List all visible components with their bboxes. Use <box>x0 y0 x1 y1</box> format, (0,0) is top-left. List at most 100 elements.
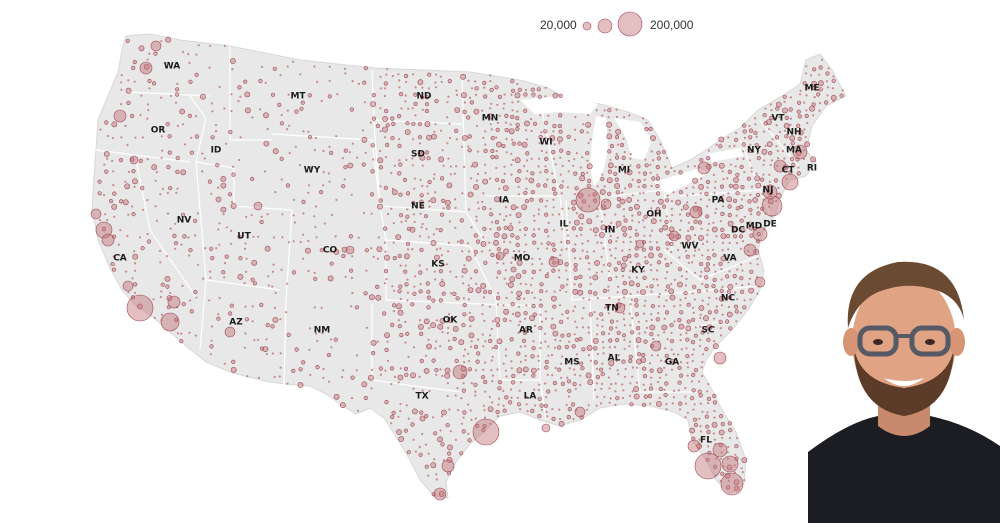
county-dot <box>678 401 683 406</box>
county-dot <box>810 156 817 163</box>
county-dot <box>614 382 617 385</box>
county-dot <box>442 263 445 266</box>
county-dot <box>160 96 163 99</box>
county-dot <box>133 282 138 287</box>
county-dot <box>517 169 522 174</box>
county-dot <box>308 327 312 330</box>
state-label-il: IL <box>559 220 568 230</box>
county-dot <box>622 215 626 218</box>
county-dot <box>288 152 291 155</box>
county-dot <box>608 367 612 370</box>
county-dot <box>477 172 480 176</box>
county-dot <box>495 136 498 139</box>
county-dot <box>701 254 704 257</box>
county-dot <box>581 222 584 225</box>
county-dot <box>740 198 744 201</box>
metro-bubble <box>224 326 236 338</box>
metro-bubble <box>160 312 180 332</box>
county-dot <box>526 410 529 413</box>
county-dot <box>328 65 331 68</box>
county-dot <box>497 94 503 99</box>
county-dot <box>544 365 549 370</box>
state-label-tn: TN <box>605 304 619 314</box>
county-dot <box>706 240 709 243</box>
county-dot <box>655 191 661 196</box>
county-dot <box>538 142 541 145</box>
county-dot <box>302 212 305 215</box>
county-dot <box>831 78 836 83</box>
county-dot <box>533 219 536 222</box>
county-dot <box>628 354 633 360</box>
county-dot <box>795 157 800 162</box>
county-dot <box>727 204 732 209</box>
county-dot <box>134 262 137 265</box>
metro-bubble <box>548 256 560 268</box>
county-dot <box>741 457 748 463</box>
county-dot <box>524 326 529 331</box>
county-dot <box>539 403 544 408</box>
county-dot <box>666 271 669 274</box>
county-dot <box>491 401 494 404</box>
county-dot <box>713 191 716 194</box>
county-dot <box>469 100 475 105</box>
county-dot <box>799 93 802 96</box>
county-dot <box>629 240 632 243</box>
county-dot <box>724 319 730 324</box>
county-dot <box>482 236 485 239</box>
county-dot <box>756 257 759 260</box>
county-dot <box>167 150 172 155</box>
county-dot <box>620 267 625 273</box>
county-dot <box>390 414 395 420</box>
county-dot <box>397 289 402 294</box>
county-dot <box>537 208 541 211</box>
county-dot <box>259 302 264 308</box>
county-dot <box>379 75 382 78</box>
county-dot <box>641 117 645 120</box>
county-dot <box>736 436 739 440</box>
county-dot <box>570 402 576 407</box>
county-dot <box>504 269 507 272</box>
county-dot <box>493 196 500 203</box>
county-dot <box>384 347 389 353</box>
county-dot <box>344 275 347 278</box>
county-dot <box>446 205 451 210</box>
county-dot <box>218 296 221 300</box>
county-dot <box>493 239 499 246</box>
county-dot <box>404 219 407 222</box>
county-dot <box>623 116 626 119</box>
county-dot <box>334 235 337 238</box>
county-dot <box>631 214 634 217</box>
county-dot <box>762 130 766 133</box>
county-dot <box>726 311 733 318</box>
county-dot <box>361 381 368 388</box>
county-dot <box>139 113 142 117</box>
metro-bubble <box>495 251 505 261</box>
county-dot <box>456 387 459 390</box>
county-dot <box>173 241 179 246</box>
county-dot <box>578 226 583 231</box>
county-dot <box>530 117 533 121</box>
county-dot <box>614 338 620 343</box>
county-dot <box>554 338 557 341</box>
county-dot <box>267 275 270 278</box>
county-dot <box>133 291 137 294</box>
county-dot <box>482 136 485 139</box>
county-dot <box>419 410 424 415</box>
county-dot <box>504 354 507 357</box>
county-dot <box>743 479 746 482</box>
county-dot <box>398 138 401 141</box>
county-dot <box>718 162 725 169</box>
county-dot <box>748 135 753 140</box>
county-dot <box>622 296 626 299</box>
county-dot <box>503 102 506 105</box>
county-dot <box>733 177 739 183</box>
county-dot <box>706 205 709 208</box>
county-dot <box>496 368 499 371</box>
county-dot <box>502 389 505 392</box>
county-dot <box>165 36 172 43</box>
county-dot <box>609 319 615 324</box>
county-dot <box>803 149 806 152</box>
county-dot <box>504 128 509 133</box>
county-dot <box>686 201 689 204</box>
county-dot <box>518 250 521 253</box>
